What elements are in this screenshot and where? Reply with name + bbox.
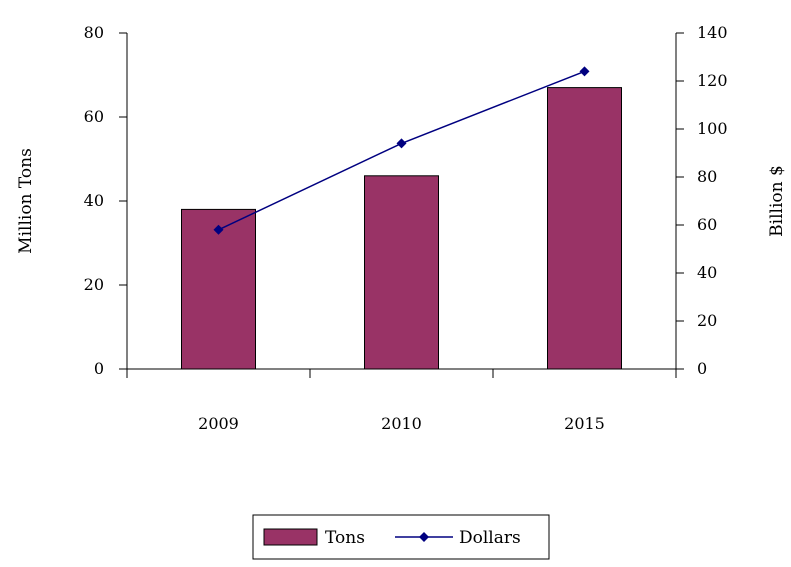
legend: Tons Dollars <box>252 514 550 560</box>
axes <box>126 33 677 374</box>
left-tick-label: 80 <box>84 23 104 42</box>
left-tick-group: 0 20 40 60 80 <box>84 23 127 378</box>
right-tick-label: 20 <box>697 311 717 330</box>
x-tick-group: 2009 2010 2015 <box>126 369 677 433</box>
left-tick-label: 20 <box>84 275 104 294</box>
right-tick-label: 0 <box>697 359 707 378</box>
dollars-point-2015 <box>579 66 590 77</box>
legend-label-tons: Tons <box>325 528 365 548</box>
right-tick-group: 0 20 40 60 80 100 120 140 <box>676 23 728 378</box>
right-tick-label: 140 <box>697 23 728 42</box>
dollars-point-2010 <box>396 138 407 149</box>
legend-swatch-tons <box>263 528 318 546</box>
bar-tons-2015 <box>547 87 622 370</box>
x-tick-label: 2015 <box>564 414 605 433</box>
left-tick-label: 40 <box>84 191 104 210</box>
right-tick-label: 40 <box>697 263 717 282</box>
dollars-point-2009 <box>213 224 224 235</box>
bar-group <box>181 87 622 370</box>
left-tick-label: 60 <box>84 107 104 126</box>
x-tick-label: 2009 <box>198 414 239 433</box>
legend-swatch-dollars-marker <box>419 532 429 542</box>
y-axis-title: Million Tons <box>16 148 36 254</box>
right-tick-label: 100 <box>697 119 728 138</box>
dollars-line-group <box>213 66 590 235</box>
y2-axis-title: Billion $ <box>767 165 787 237</box>
right-tick-label: 80 <box>697 167 717 186</box>
right-tick-label: 120 <box>697 71 728 90</box>
legend-label-dollars: Dollars <box>459 528 521 548</box>
left-tick-label: 0 <box>94 359 104 378</box>
x-tick-label: 2010 <box>381 414 422 433</box>
right-tick-label: 60 <box>697 215 717 234</box>
bar-tons-2009 <box>181 208 256 370</box>
bar-tons-2010 <box>364 175 439 370</box>
